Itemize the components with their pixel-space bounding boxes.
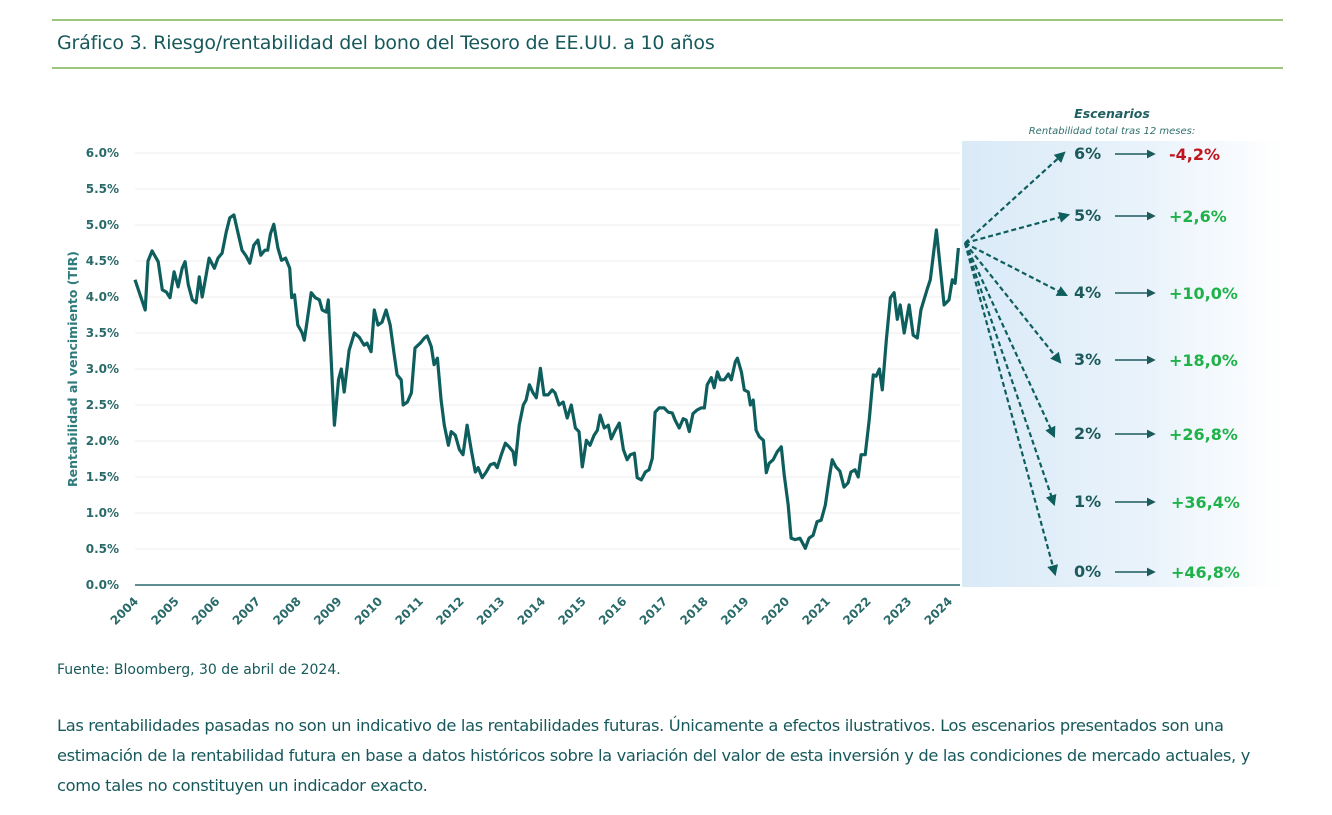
y-tick-label: 2.5% [86,398,119,412]
scenario-yield: 6% [1074,144,1101,163]
y-tick-label: 1.5% [86,470,119,484]
y-tick-label: 0.0% [86,578,119,592]
header-rule-bottom [52,67,1283,69]
source-note: Fuente: Bloomberg, 30 de abril de 2024. [57,662,341,678]
x-tick-label: 2006 [189,594,223,628]
x-tick-label: 2013 [474,594,508,628]
scenario-return: -4,2% [1169,145,1220,164]
x-tick-label: 2018 [677,594,711,628]
x-tick-label: 2004 [108,594,142,628]
y-tick-label: 0.5% [86,542,119,556]
scenario-yield: 4% [1074,283,1101,302]
disclaimer-text: Las rentabilidades pasadas no son un ind… [57,716,1250,795]
y-tick-label: 6.0% [86,146,119,160]
y-axis-ticks: 0.0% 0.5% 1.0% 1.5% 2.0% 2.5% 3.0% 3.5% 4.0% 4.5%… [86,146,119,592]
scenario-row: 4% +10,0% [964,242,1238,303]
scenario-arrow-dashed [964,242,1056,438]
x-tick-label: 2024 [922,594,956,628]
scenario-arrow-dashed [963,242,1058,577]
scenario-yield: 3% [1074,350,1101,369]
chart-title: Gráfico 3. Riesgo/rentabilidad del bono … [57,32,715,54]
x-tick-label: 2016 [596,594,630,628]
y-tick-label: 4.5% [86,254,119,268]
chart: 0.0% 0.5% 1.0% 1.5% 2.0% 2.5% 3.0% 3.5% 4.0% 4.5%… [65,106,1282,628]
x-tick-label: 2007 [230,594,264,628]
scenario-arrow-dashed [964,151,1066,244]
x-tick-label: 2019 [718,594,752,628]
scenario-return: +10,0% [1169,284,1238,303]
series-line-us10y [133,213,960,550]
scenario-row: 5% +2,6% [964,206,1227,245]
x-tick-label: 2022 [840,594,874,628]
x-axis-ticks: 2004 2005 2006 2007 2008 2009 2010 2011 2012 2013… [108,594,956,628]
scenario-arrow-dashed [964,242,1062,364]
scenario-yield: 2% [1074,424,1101,443]
y-axis-label: Rentabilidad al vencimiento (TIR) [65,251,80,487]
scenario-return: +36,4% [1171,493,1240,512]
x-tick-label: 2020 [759,594,793,628]
scenario-row: 3% +18,0% [964,242,1238,370]
x-tick-label: 2021 [800,594,834,628]
header-rule-top [52,19,1283,21]
scenarios-subtitle: Rentabilidad total tras 12 meses: [1029,126,1196,137]
scenario-return: +18,0% [1169,351,1238,370]
scenarios: 6% -4,2%5% +2,6%4% +10,0%3% +18,0%2% +26,8%1%… [963,144,1240,582]
scenario-arrow-dashed [964,212,1071,245]
scenario-arrow-dashed [964,242,1068,297]
y-tick-label: 5.5% [86,182,119,196]
scenarios-title: Escenarios [1074,106,1150,121]
scenario-row: 2% +26,8% [964,242,1238,444]
x-tick-label: 2010 [352,594,386,628]
y-tick-label: 3.0% [86,362,119,376]
y-tick-label: 2.0% [86,434,119,448]
scenario-arrow-dashed [963,242,1057,507]
x-tick-label: 2015 [555,594,589,628]
scenario-yield: 0% [1074,562,1101,581]
series-points [135,215,959,549]
y-tick-label: 3.5% [86,326,119,340]
x-tick-label: 2008 [270,594,304,628]
gridlines [135,152,960,550]
scenario-row: 0% +46,8% [963,242,1240,582]
scenario-row: 1% +36,4% [963,242,1240,512]
x-tick-label: 2017 [637,594,671,628]
y-tick-label: 4.0% [86,290,119,304]
scenario-row: 6% -4,2% [964,144,1220,244]
scenario-yield: 1% [1074,492,1101,511]
x-tick-label: 2009 [311,594,345,628]
y-tick-label: 1.0% [86,506,119,520]
scenario-return: +26,8% [1169,425,1238,444]
x-tick-label: 2005 [148,594,182,628]
x-tick-label: 2023 [881,594,915,628]
x-tick-label: 2012 [433,594,467,628]
scenario-yield: 5% [1074,206,1101,225]
x-tick-label: 2014 [515,594,549,628]
y-tick-label: 5.0% [86,218,119,232]
scenario-return: +46,8% [1171,563,1240,582]
scenario-return: +2,6% [1169,207,1227,226]
x-tick-label: 2011 [393,594,427,628]
